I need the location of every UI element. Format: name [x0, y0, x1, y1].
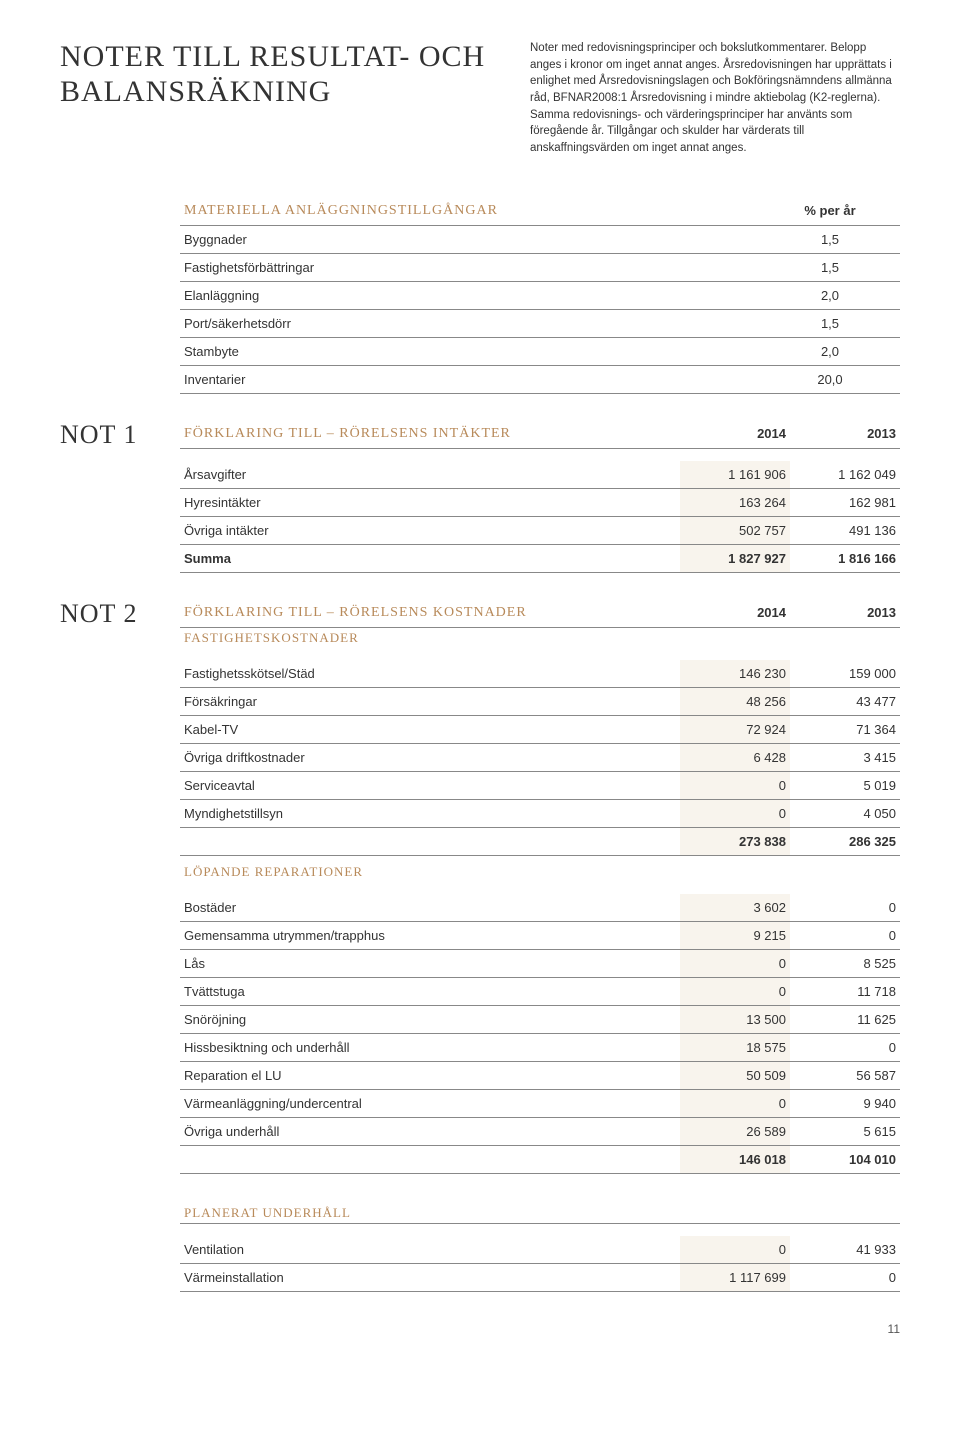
materiella-col-header: % per år: [760, 197, 900, 226]
table-row-label: Kabel-TV: [180, 715, 680, 743]
table-row-v1: 26 589: [680, 1117, 790, 1145]
table-row-v1: 0: [680, 1236, 790, 1264]
intro-paragraph: Noter med redovisningsprinciper och boks…: [530, 40, 900, 157]
table-row-v1: 0: [680, 771, 790, 799]
table-row-label: Stambyte: [180, 337, 760, 365]
table-row-v2: 159 000: [790, 660, 900, 688]
not1-label: NOT 1: [60, 420, 180, 450]
table-row-v2: 11 718: [790, 977, 900, 1005]
table-row-label: Fastighetsskötsel/Städ: [180, 660, 680, 688]
table-row-v2: 41 933: [790, 1236, 900, 1264]
not1-year2: 2013: [790, 420, 900, 449]
table-row-v1: 18 575: [680, 1033, 790, 1061]
table-row-label: Fastighetsförbättringar: [180, 253, 760, 281]
table-row-v2: 0: [790, 1264, 900, 1292]
table-row-label: Myndighetstillsyn: [180, 799, 680, 827]
table-row-v1: 163 264: [680, 488, 790, 516]
not1-table: FÖRKLARING TILL – RÖRELSENS INTÄKTER 201…: [180, 420, 900, 573]
table-row-v2: 56 587: [790, 1061, 900, 1089]
table-row-label: Byggnader: [180, 225, 760, 253]
materiella-title: MATERIELLA ANLÄGGNINGSTILLGÅNGAR: [180, 197, 760, 226]
table-row-v1: 48 256: [680, 687, 790, 715]
table-row-v2: 5 019: [790, 771, 900, 799]
not1-title: FÖRKLARING TILL – RÖRELSENS INTÄKTER: [180, 420, 680, 449]
table-row-label: Serviceavtal: [180, 771, 680, 799]
table-row-label: Inventarier: [180, 365, 760, 393]
table-row-value: 2,0: [760, 337, 900, 365]
table-row-label: Värmeanläggning/undercentral: [180, 1089, 680, 1117]
materiella-table: MATERIELLA ANLÄGGNINGSTILLGÅNGAR % per å…: [180, 197, 900, 394]
table-row-label: Övriga driftkostnader: [180, 743, 680, 771]
table-row-v1: 502 757: [680, 516, 790, 544]
page-title: NOTER TILL RESULTAT- OCH BALANSRÄKNING: [60, 40, 500, 157]
not2-total2-v1: 146 018: [680, 1145, 790, 1173]
table-row-v2: 1 162 049: [790, 461, 900, 489]
table-row-v1: 0: [680, 977, 790, 1005]
table-row-v1: 3 602: [680, 894, 790, 922]
not1-summa-v2: 1 816 166: [790, 544, 900, 572]
table-row-v2: 162 981: [790, 488, 900, 516]
table-row-label: Elanläggning: [180, 281, 760, 309]
table-row-label: Hyresintäkter: [180, 488, 680, 516]
table-row-value: 20,0: [760, 365, 900, 393]
not2-total1-v2: 286 325: [790, 827, 900, 855]
table-row-label: Port/säkerhetsdörr: [180, 309, 760, 337]
table-row-v1: 6 428: [680, 743, 790, 771]
table-row-label: Årsavgifter: [180, 461, 680, 489]
table-row-label: Gemensamma utrymmen/trapphus: [180, 921, 680, 949]
not2-total2-v2: 104 010: [790, 1145, 900, 1173]
not2-year2: 2013: [790, 599, 900, 628]
table-row-v2: 4 050: [790, 799, 900, 827]
not2-sub3: PLANERAT UNDERHÅLL: [184, 1205, 351, 1220]
table-row-v1: 9 215: [680, 921, 790, 949]
table-row-v1: 1 161 906: [680, 461, 790, 489]
table-row-label: Snöröjning: [180, 1005, 680, 1033]
not2-sub2: LÖPANDE REPARATIONER: [184, 864, 363, 879]
table-row-label: Värmeinstallation: [180, 1264, 680, 1292]
table-row-v1: 1 117 699: [680, 1264, 790, 1292]
table-row-v1: 72 924: [680, 715, 790, 743]
table-row-label: Försäkringar: [180, 687, 680, 715]
not1-year1: 2014: [680, 420, 790, 449]
table-row-label: Ventilation: [180, 1236, 680, 1264]
table-row-label: Övriga intäkter: [180, 516, 680, 544]
table-row-v2: 9 940: [790, 1089, 900, 1117]
table-row-v1: 13 500: [680, 1005, 790, 1033]
table-row-label: Reparation el LU: [180, 1061, 680, 1089]
table-row-v2: 43 477: [790, 687, 900, 715]
table-row-value: 1,5: [760, 309, 900, 337]
table-row-label: Tvättstuga: [180, 977, 680, 1005]
table-row-v2: 0: [790, 921, 900, 949]
table-row-v2: 3 415: [790, 743, 900, 771]
table-row-v2: 0: [790, 1033, 900, 1061]
table-row-label: Lås: [180, 949, 680, 977]
not1-summa-label: Summa: [180, 544, 680, 572]
table-row-label: Hissbesiktning och underhåll: [180, 1033, 680, 1061]
not2-year1: 2014: [680, 599, 790, 628]
table-row-value: 2,0: [760, 281, 900, 309]
not2-label: NOT 2: [60, 599, 180, 629]
table-row-v1: 0: [680, 949, 790, 977]
table-row-v2: 11 625: [790, 1005, 900, 1033]
table-row-v2: 491 136: [790, 516, 900, 544]
not2-total1-v1: 273 838: [680, 827, 790, 855]
not2-title: FÖRKLARING TILL – RÖRELSENS KOSTNADER: [180, 599, 680, 628]
page-number: 11: [60, 1322, 900, 1336]
table-row-label: Övriga underhåll: [180, 1117, 680, 1145]
table-row-v2: 8 525: [790, 949, 900, 977]
not2-table: FÖRKLARING TILL – RÖRELSENS KOSTNADER 20…: [180, 599, 900, 1293]
table-row-value: 1,5: [760, 253, 900, 281]
table-row-v2: 5 615: [790, 1117, 900, 1145]
table-row-label: Bostäder: [180, 894, 680, 922]
table-row-v2: 0: [790, 894, 900, 922]
table-row-value: 1,5: [760, 225, 900, 253]
table-row-v2: 71 364: [790, 715, 900, 743]
table-row-v1: 146 230: [680, 660, 790, 688]
not1-summa-v1: 1 827 927: [680, 544, 790, 572]
not2-sub1: FASTIGHETSKOSTNADER: [184, 630, 359, 645]
table-row-v1: 50 509: [680, 1061, 790, 1089]
table-row-v1: 0: [680, 1089, 790, 1117]
table-row-v1: 0: [680, 799, 790, 827]
